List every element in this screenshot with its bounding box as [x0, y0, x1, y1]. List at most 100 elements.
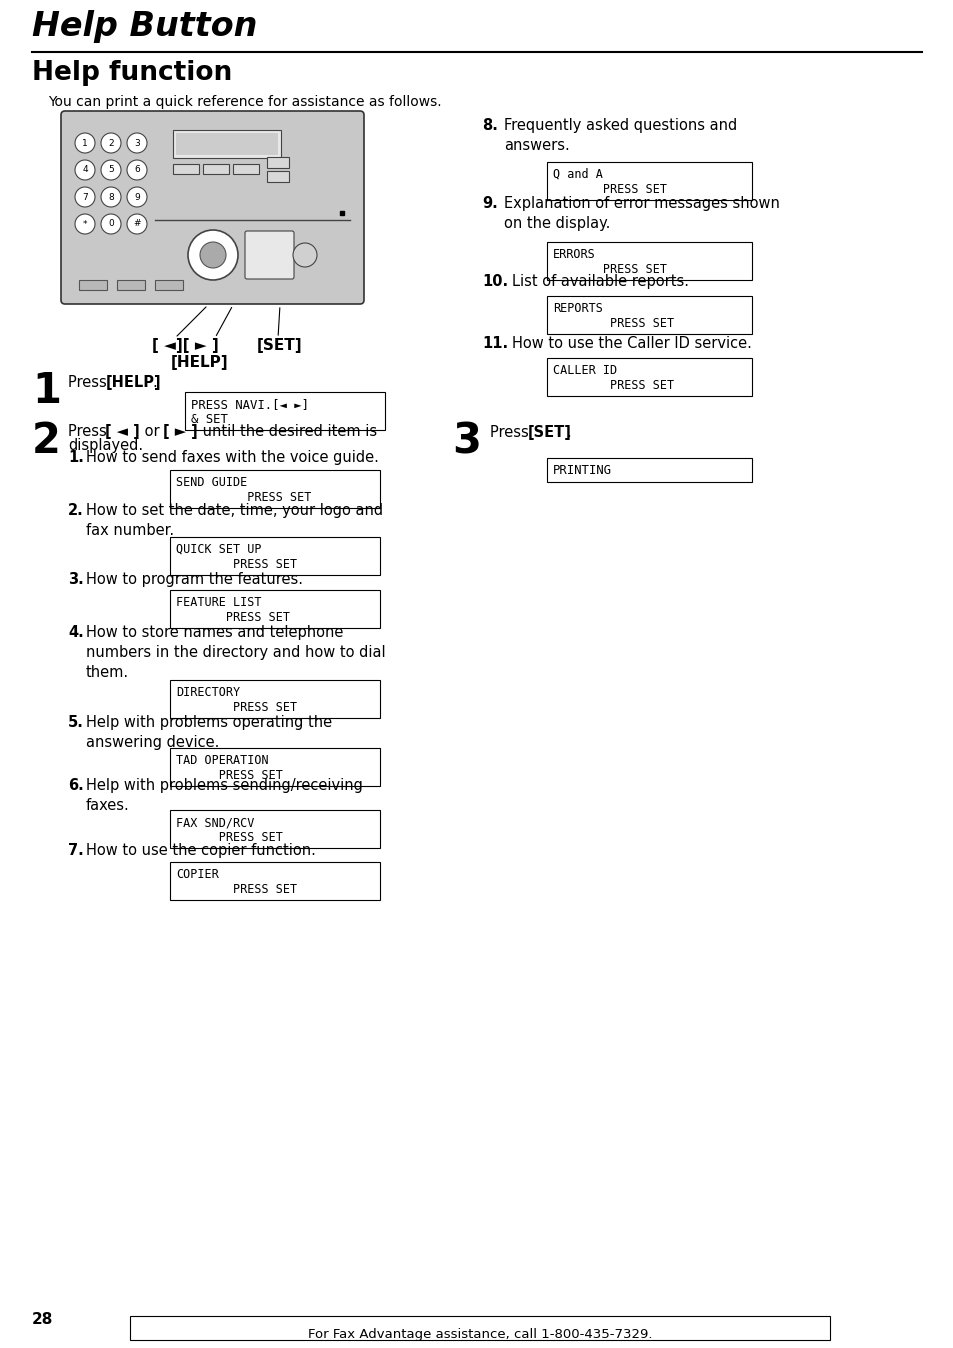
Bar — [130, 1316, 829, 1340]
Text: 2: 2 — [32, 421, 61, 462]
Circle shape — [75, 133, 95, 154]
Text: Help with problems sending/receiving
faxes.: Help with problems sending/receiving fax… — [86, 778, 362, 813]
Bar — [170, 470, 379, 508]
Bar — [172, 164, 199, 174]
Text: [SET]: [SET] — [527, 425, 571, 439]
Text: *: * — [83, 220, 87, 229]
Bar — [79, 280, 107, 290]
Text: 3.: 3. — [68, 572, 84, 586]
Circle shape — [293, 243, 316, 267]
Text: 4: 4 — [82, 166, 88, 174]
Bar — [175, 133, 277, 155]
Text: 7: 7 — [82, 193, 88, 201]
Text: [ ◄][ ► ]: [ ◄][ ► ] — [152, 338, 218, 353]
Text: 4.: 4. — [68, 625, 84, 640]
Circle shape — [200, 243, 226, 268]
Text: 0: 0 — [108, 220, 113, 229]
Text: [SET]: [SET] — [257, 338, 302, 353]
FancyBboxPatch shape — [245, 231, 294, 279]
Text: ERRORS
       PRESS SET: ERRORS PRESS SET — [553, 248, 666, 276]
Bar — [154, 280, 183, 290]
Circle shape — [127, 133, 147, 154]
Text: TAD OPERATION
      PRESS SET: TAD OPERATION PRESS SET — [175, 754, 283, 782]
Bar — [172, 129, 281, 158]
Text: .: . — [152, 375, 156, 390]
Text: COPIER
        PRESS SET: COPIER PRESS SET — [175, 868, 296, 896]
Circle shape — [101, 214, 121, 235]
Text: Q and A
       PRESS SET: Q and A PRESS SET — [553, 168, 666, 195]
Text: Press: Press — [68, 425, 112, 439]
Bar — [267, 171, 289, 182]
Text: 1: 1 — [82, 139, 88, 147]
Text: 8: 8 — [108, 193, 113, 201]
Text: How to use the copier function.: How to use the copier function. — [86, 842, 315, 857]
Text: .: . — [565, 425, 570, 439]
Bar — [546, 458, 751, 483]
Circle shape — [101, 133, 121, 154]
Text: or: or — [140, 425, 164, 439]
Text: You can print a quick reference for assistance as follows.: You can print a quick reference for assi… — [48, 94, 441, 109]
Text: How to send faxes with the voice guide.: How to send faxes with the voice guide. — [86, 450, 378, 465]
Bar — [546, 359, 751, 396]
Text: Press: Press — [68, 375, 112, 390]
Circle shape — [75, 160, 95, 181]
Text: For Fax Advantage assistance, call 1-800-435-7329.: For Fax Advantage assistance, call 1-800… — [308, 1328, 652, 1341]
Text: 6.: 6. — [68, 778, 84, 793]
Text: QUICK SET UP
        PRESS SET: QUICK SET UP PRESS SET — [175, 543, 296, 572]
Text: How to store names and telephone
numbers in the directory and how to dial
them.: How to store names and telephone numbers… — [86, 625, 385, 679]
Text: DIRECTORY
        PRESS SET: DIRECTORY PRESS SET — [175, 686, 296, 714]
Bar — [185, 392, 385, 430]
Text: 11.: 11. — [481, 336, 508, 350]
Circle shape — [127, 160, 147, 181]
Bar — [170, 861, 379, 900]
Text: 5: 5 — [108, 166, 113, 174]
Text: SEND GUIDE
          PRESS SET: SEND GUIDE PRESS SET — [175, 476, 311, 504]
Text: [ ► ]: [ ► ] — [163, 425, 197, 439]
Text: [ ◄ ]: [ ◄ ] — [105, 425, 139, 439]
Text: Press: Press — [490, 425, 533, 439]
Text: Explanation of error messages shown
on the display.: Explanation of error messages shown on t… — [503, 195, 779, 231]
FancyBboxPatch shape — [61, 111, 364, 305]
Text: until the desired item is: until the desired item is — [198, 425, 376, 439]
Text: How to program the features.: How to program the features. — [86, 572, 303, 586]
Text: 1: 1 — [32, 369, 61, 412]
Text: FEATURE LIST
       PRESS SET: FEATURE LIST PRESS SET — [175, 596, 290, 624]
Text: 3: 3 — [134, 139, 140, 147]
Circle shape — [101, 160, 121, 181]
Text: PRESS NAVI.[◄ ►]
& SET: PRESS NAVI.[◄ ►] & SET — [191, 398, 309, 426]
Bar — [170, 537, 379, 576]
Circle shape — [75, 187, 95, 208]
Text: 1.: 1. — [68, 450, 84, 465]
Text: [HELP]: [HELP] — [106, 375, 161, 390]
Circle shape — [101, 187, 121, 208]
Circle shape — [188, 231, 237, 280]
Bar — [546, 243, 751, 280]
Text: REPORTS
        PRESS SET: REPORTS PRESS SET — [553, 302, 674, 330]
Text: 8.: 8. — [481, 119, 497, 133]
Circle shape — [75, 214, 95, 235]
Circle shape — [127, 214, 147, 235]
Text: List of available reports.: List of available reports. — [512, 274, 688, 288]
Text: 9.: 9. — [481, 195, 497, 212]
Text: [HELP]: [HELP] — [171, 355, 229, 369]
Bar — [267, 156, 289, 168]
Text: 5.: 5. — [68, 714, 84, 731]
Text: 3: 3 — [452, 421, 480, 462]
Text: displayed.: displayed. — [68, 438, 143, 453]
Bar — [546, 297, 751, 334]
Bar — [546, 162, 751, 200]
Text: 28: 28 — [32, 1312, 53, 1326]
Text: 6: 6 — [134, 166, 140, 174]
Text: How to use the Caller ID service.: How to use the Caller ID service. — [512, 336, 751, 350]
Text: #: # — [133, 220, 141, 229]
Text: CALLER ID
        PRESS SET: CALLER ID PRESS SET — [553, 364, 674, 392]
Bar — [170, 810, 379, 848]
Text: PRINTING: PRINTING — [553, 465, 612, 477]
Text: Help function: Help function — [32, 61, 232, 86]
Text: Help with problems operating the
answering device.: Help with problems operating the answeri… — [86, 714, 332, 749]
Bar — [170, 679, 379, 718]
Text: 10.: 10. — [481, 274, 508, 288]
Circle shape — [127, 187, 147, 208]
Text: 2.: 2. — [68, 503, 84, 518]
Bar — [117, 280, 145, 290]
